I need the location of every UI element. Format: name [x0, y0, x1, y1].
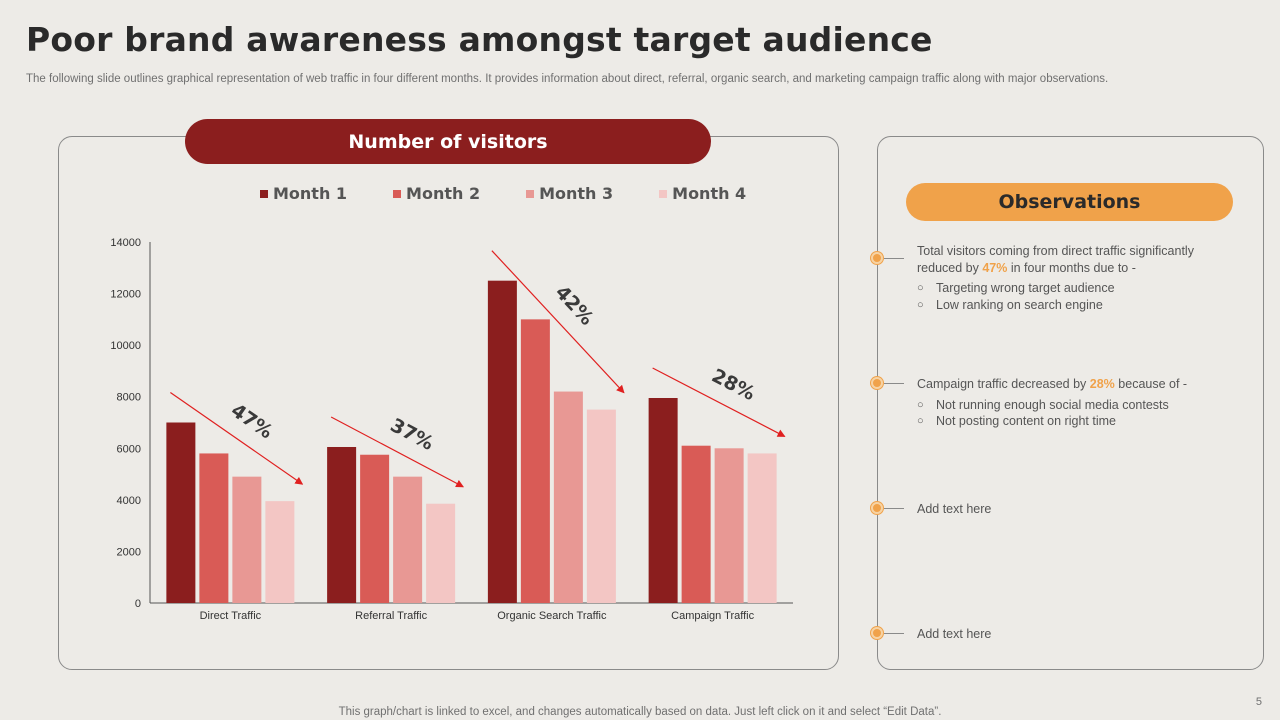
x-tick-label: Campaign Traffic — [671, 610, 754, 622]
timeline-connector — [884, 383, 904, 384]
page-number: 5 — [1255, 696, 1262, 708]
observation-text: Total visitors coming from direct traffi… — [917, 244, 1194, 275]
observation-text: Add text here — [917, 502, 992, 516]
observation-text: Add text here — [917, 627, 992, 641]
timeline-dot — [871, 502, 883, 514]
y-tick-label: 12000 — [110, 289, 141, 301]
y-tick-label: 14000 — [110, 237, 141, 249]
footer-note: This graph/chart is linked to excel, and… — [338, 706, 942, 718]
bar — [232, 476, 262, 603]
bar — [553, 391, 583, 603]
trend-annotation: 42% — [551, 281, 598, 329]
bar — [648, 398, 678, 603]
bar — [520, 319, 550, 603]
y-tick-label: 6000 — [117, 443, 141, 455]
chart-title: Number of visitors — [185, 119, 711, 164]
bar — [681, 445, 711, 603]
observation-bullets: Not running enough social media contests… — [917, 397, 1237, 430]
y-tick-label: 8000 — [117, 392, 141, 404]
trend-arrow — [330, 416, 465, 488]
legend-item-month-3: Month 3 — [526, 184, 613, 203]
observation-highlight: 47% — [982, 260, 1008, 275]
y-tick-label: 2000 — [117, 546, 141, 558]
legend-swatch — [659, 189, 668, 198]
trend-annotation: 37% — [387, 414, 437, 455]
observation-item-2: Campaign traffic decreased by 28% becaus… — [917, 376, 1237, 430]
observation-bullets: Targeting wrong target audience Low rank… — [917, 280, 1237, 313]
trend-arrow — [170, 392, 304, 485]
y-tick-label: 4000 — [117, 495, 141, 507]
observation-bullet: Not posting content on right time — [917, 413, 1237, 430]
legend-label: Month 3 — [539, 184, 614, 203]
timeline-dot — [871, 627, 883, 639]
bar — [199, 453, 229, 603]
bar — [714, 448, 744, 603]
trend-annotation: 28% — [708, 365, 759, 405]
bar — [426, 503, 456, 603]
observation-bullet: Not running enough social media contests — [917, 397, 1237, 414]
observation-text-end: in four months due to - — [1007, 260, 1136, 275]
observation-bullet: Targeting wrong target audience — [917, 280, 1237, 297]
legend-swatch — [260, 189, 268, 198]
bar — [586, 409, 616, 603]
chart-legend: Month 1 Month 2 Month 3 Month 4 — [260, 184, 746, 203]
observation-item-3: Add text here — [917, 501, 1237, 518]
bar — [327, 446, 357, 603]
timeline-dot — [871, 252, 883, 264]
observation-text-end: because of - — [1114, 377, 1188, 391]
page-title: Poor brand awareness amongst target audi… — [26, 20, 933, 59]
timeline-connector — [884, 508, 904, 509]
bar — [360, 454, 390, 603]
legend-item-month-2: Month 2 — [393, 184, 480, 203]
legend-label: Month 4 — [672, 184, 747, 203]
bar — [487, 280, 517, 603]
legend-swatch — [393, 189, 402, 198]
legend-label: Month 2 — [406, 184, 481, 203]
legend-item-month-4: Month 4 — [659, 184, 746, 203]
observations-title: Observations — [906, 183, 1233, 221]
legend-swatch — [526, 189, 535, 198]
legend-item-month-1: Month 1 — [260, 184, 347, 203]
x-tick-label: Organic Search Traffic — [497, 610, 607, 622]
timeline-connector — [884, 258, 904, 259]
timeline-connector — [884, 633, 904, 634]
bar — [393, 476, 423, 603]
trend-arrow — [491, 250, 625, 394]
y-tick-label: 0 — [135, 598, 141, 610]
page-subtitle: The following slide outlines graphical r… — [26, 73, 1109, 85]
legend-label: Month 1 — [273, 184, 348, 203]
timeline-dot — [871, 377, 883, 389]
x-tick-label: Direct Traffic — [200, 610, 262, 622]
bar — [265, 501, 295, 603]
y-tick-label: 10000 — [110, 340, 141, 352]
observation-bullet: Low ranking on search engine — [917, 297, 1237, 314]
observation-highlight: 28% — [1089, 377, 1115, 391]
bar — [747, 453, 777, 603]
x-tick-label: Referral Traffic — [355, 610, 427, 622]
bar — [166, 422, 196, 603]
observation-item-4: Add text here — [917, 626, 1237, 643]
observation-text: Campaign traffic decreased by — [917, 377, 1090, 391]
observations-panel — [877, 136, 1264, 670]
trend-arrow — [652, 367, 786, 437]
observation-item-1: Total visitors coming from direct traffi… — [917, 243, 1237, 313]
